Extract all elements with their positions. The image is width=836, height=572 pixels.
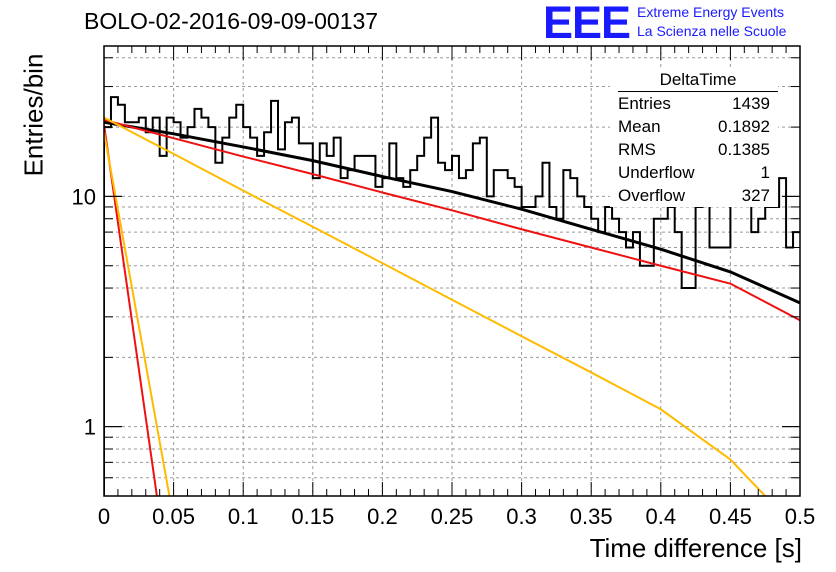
stats-box: DeltaTime Entries 1439 Mean 0.1892 RMS 0… [610,69,778,207]
stats-label: RMS [618,140,656,159]
stats-title: DeltaTime [618,69,778,92]
x-tick-label: 0.2 [367,504,398,529]
run-title: BOLO-02-2016-09-09-00137 [84,8,379,34]
stats-label: Entries [618,94,671,113]
x-tick-label: 0 [98,504,110,529]
stats-row-underflow: Underflow 1 [610,161,778,184]
stats-label: Overflow [618,186,686,205]
fit-curve-3 [104,116,766,496]
histogram-bars [104,96,800,496]
stats-value: 1 [760,163,770,182]
fit-curve-0 [104,120,800,305]
x-tick-label: 0.3 [506,504,537,529]
logo-subtitle-2: La Scienza nelle Scuole [637,23,787,39]
y-tick-label: 1 [84,415,96,440]
x-tick-label: 0.15 [291,504,334,529]
x-tick-label: 0.05 [152,504,195,529]
x-tick-label: 0.35 [570,504,613,529]
stats-row-rms: RMS 0.1385 [610,138,778,161]
stats-value: 0.1385 [718,140,770,159]
stats-label: Underflow [618,163,695,182]
x-tick-label: 0.45 [709,504,752,529]
stats-row-entries: Entries 1439 [610,92,778,115]
x-tick-label: 0.25 [431,504,474,529]
stats-value: 327 [741,186,770,205]
fit-curve-4 [104,132,171,496]
x-tick-label: 0.5 [785,504,816,529]
stats-value: 0.1892 [718,117,770,136]
y-axis-title: Entries/bin [18,53,49,177]
stats-row-mean: Mean 0.1892 [610,115,778,138]
logo-subtitle-1: Extreme Energy Events [637,4,785,20]
x-tick-label: 0.4 [646,504,677,529]
stats-value: 1439 [732,94,770,113]
stats-label: Mean [618,117,661,136]
y-tick-label: 10 [72,184,96,209]
x-axis-title: Time difference [s] [589,533,802,563]
eee-logo: EEE [543,0,631,48]
stats-row-overflow: Overflow 327 [610,184,778,207]
fit-curve-1 [104,118,800,322]
x-tick-label: 0.1 [228,504,259,529]
